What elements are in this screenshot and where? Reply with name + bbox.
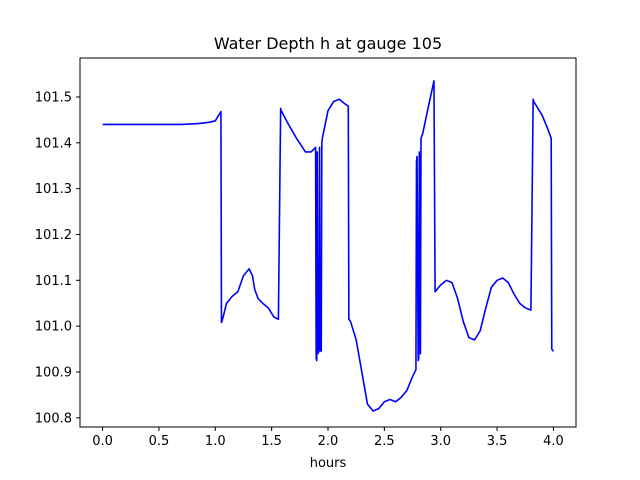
x-axis-ticks: 0.0 0.5 1.0 1.5 2.0 2.5 3.0 3.5 4.0 [92, 427, 564, 449]
x-tick-label: 3.0 [430, 434, 451, 449]
chart-title: Water Depth h at gauge 105 [214, 34, 442, 53]
x-tick-label: 4.0 [543, 434, 564, 449]
x-axis-label: hours [310, 456, 347, 471]
y-tick-label: 100.8 [35, 411, 72, 426]
y-tick-label: 101.1 [35, 274, 72, 289]
y-tick-label: 101.5 [35, 90, 72, 105]
plot-layer [102, 80, 555, 412]
y-tick-label: 101.4 [35, 136, 72, 151]
y-axis-ticks: 100.8 100.9 101.0 101.1 101.2 101.3 101.4 101.5 [35, 90, 80, 426]
x-tick-label: 0.0 [92, 434, 113, 449]
series-line-0 [102, 80, 555, 412]
x-tick-label: 3.5 [487, 434, 508, 449]
y-tick-label: 101.2 [35, 228, 72, 243]
x-tick-label: 1.5 [261, 434, 282, 449]
y-tick-label: 100.9 [35, 365, 72, 380]
y-tick-label: 101.3 [35, 182, 72, 197]
y-tick-label: 101.0 [35, 320, 72, 335]
x-tick-label: 0.5 [149, 434, 170, 449]
x-tick-label: 2.0 [318, 434, 339, 449]
x-tick-label: 1.0 [205, 434, 226, 449]
x-tick-label: 2.5 [374, 434, 395, 449]
